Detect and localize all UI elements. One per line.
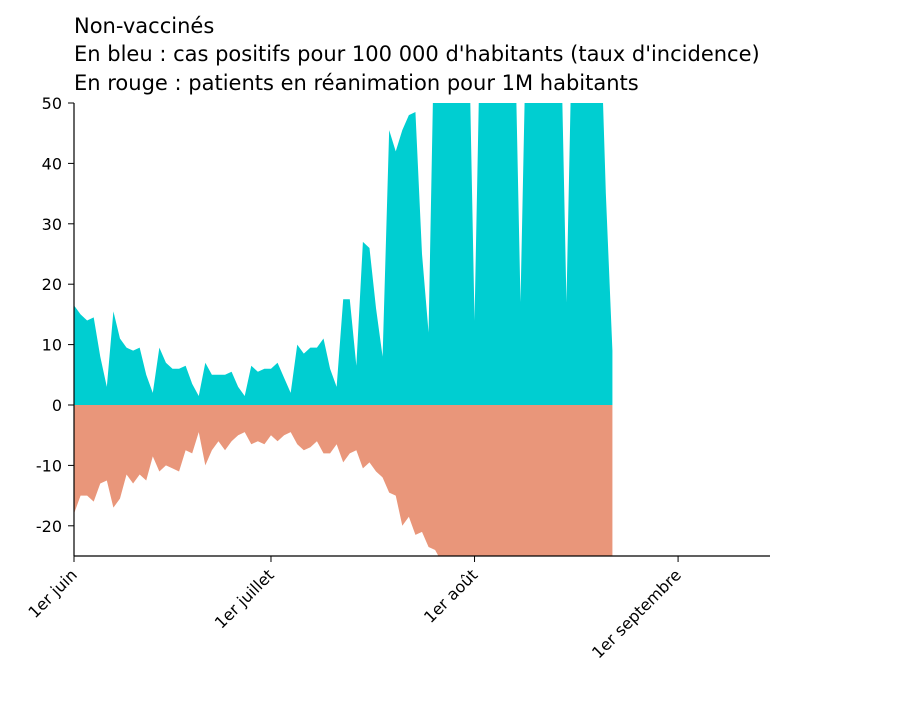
area — [74, 405, 613, 556]
y-tick-label: -10 — [36, 456, 62, 475]
x-tick-label: 1er juin — [24, 565, 80, 621]
y-tick-label: 0 — [52, 396, 62, 415]
y-tick-label: 40 — [42, 154, 62, 173]
x-tick-label: 1er août — [420, 565, 481, 626]
plot-area — [74, 103, 613, 556]
y-tick-label: -20 — [36, 517, 62, 536]
y-tick-label: 20 — [42, 275, 62, 294]
area — [74, 103, 613, 405]
y-tick-label: 50 — [42, 94, 62, 113]
chart-title-line: Non-vaccinés — [74, 14, 214, 38]
x-tick-label: 1er septembre — [588, 565, 685, 662]
y-tick-label: 30 — [42, 215, 62, 234]
chart-title-line: En bleu : cas positifs pour 100 000 d'ha… — [74, 42, 760, 66]
x-tick-label: 1er juillet — [211, 565, 278, 632]
y-tick-label: 10 — [42, 336, 62, 355]
chart-title-line: En rouge : patients en réanimation pour … — [74, 71, 639, 95]
